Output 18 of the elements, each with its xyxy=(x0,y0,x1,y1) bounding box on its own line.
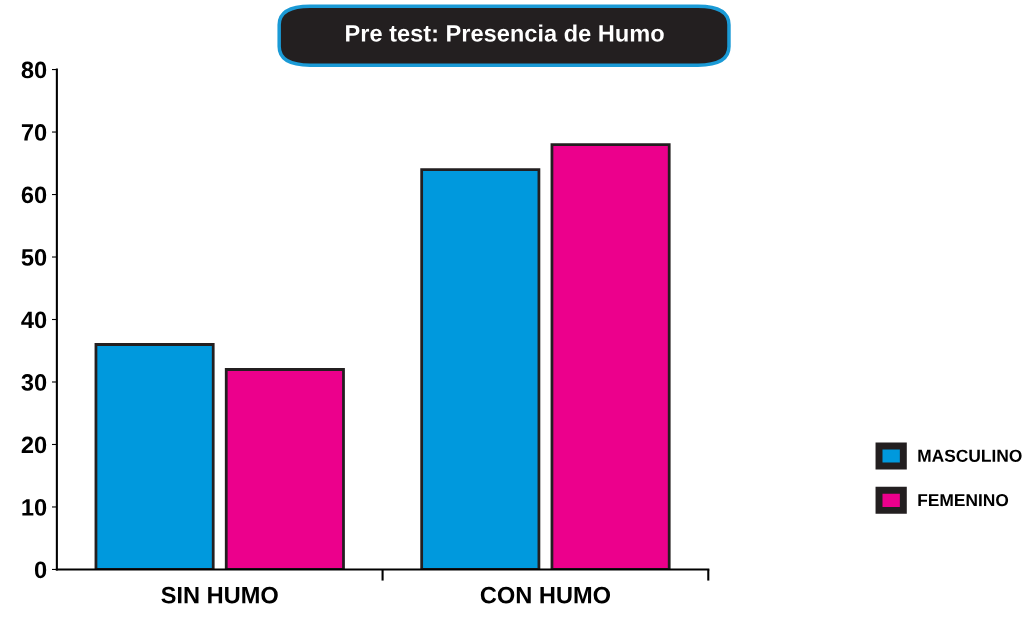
y-tick-label: 60 xyxy=(21,186,47,204)
bar xyxy=(94,343,215,570)
bar xyxy=(420,168,541,570)
y-tick-label: 30 xyxy=(21,374,47,391)
legend-label: MASCULINO xyxy=(918,449,1022,462)
bar xyxy=(224,368,345,570)
bar xyxy=(550,143,671,570)
y-tick-label: 0 xyxy=(34,561,47,579)
x-tick-label: CON HUMO xyxy=(480,586,611,604)
y-tick-label: 40 xyxy=(21,311,47,329)
y-tick-label: 80 xyxy=(21,61,47,79)
y-tick-label: 50 xyxy=(21,249,47,266)
y-tick-label: 70 xyxy=(21,124,47,141)
legend-label: FEMENINO xyxy=(918,494,1009,507)
y-tick-label: 10 xyxy=(22,499,47,516)
y-tick-label: 20 xyxy=(21,436,47,454)
chart-title: Pre test: Presencia de Humo xyxy=(346,24,664,42)
x-tick-label: SIN HUMO xyxy=(161,586,278,604)
